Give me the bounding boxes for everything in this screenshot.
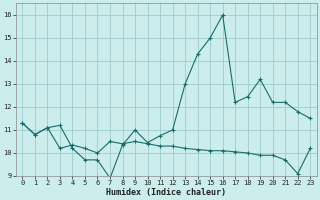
X-axis label: Humidex (Indice chaleur): Humidex (Indice chaleur) [106,188,226,197]
